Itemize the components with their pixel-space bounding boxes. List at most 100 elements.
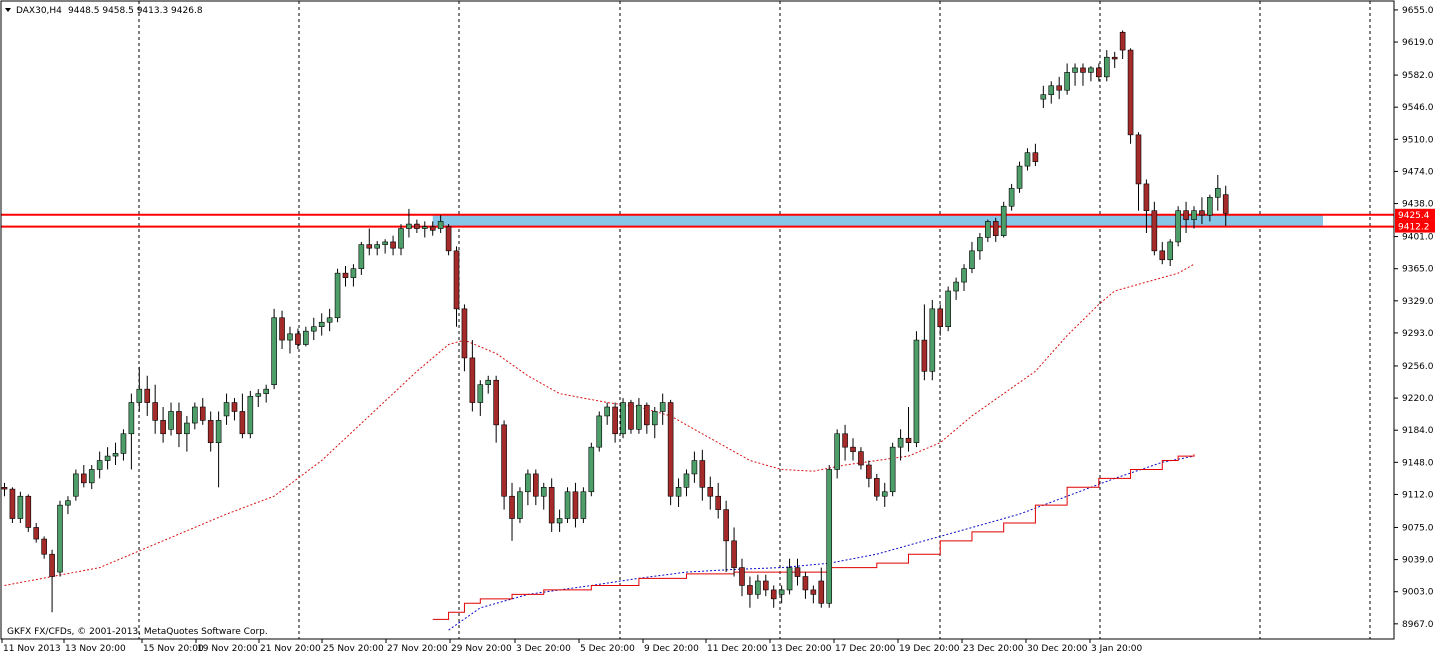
candle-body	[453, 250, 460, 310]
candle	[310, 317, 317, 341]
x-tick-label: 29 Nov 20:00	[451, 644, 512, 654]
candle-body	[572, 491, 579, 519]
candle	[406, 208, 412, 238]
candle	[802, 572, 809, 599]
candle	[295, 328, 301, 349]
candle-body	[905, 437, 912, 443]
candle-body	[326, 317, 333, 323]
candle-body	[628, 402, 634, 430]
y-tick-label: 9003.0	[1402, 588, 1434, 598]
candle-body	[128, 402, 135, 435]
candle-body	[318, 321, 325, 327]
candle	[897, 429, 904, 461]
candle	[501, 420, 507, 510]
candle-body	[691, 460, 698, 475]
candle-body	[96, 460, 103, 470]
candle-body	[239, 411, 246, 435]
candle-body	[1151, 210, 1158, 252]
candle-body	[533, 473, 539, 497]
y-tick-label: 9075.0	[1402, 523, 1434, 533]
candle	[786, 558, 793, 595]
candle-body	[192, 406, 198, 424]
candle	[628, 399, 634, 434]
x-tick-label: 9 Dec 20:00	[644, 644, 699, 654]
candle	[1111, 51, 1118, 68]
candle	[739, 558, 745, 597]
candle-body	[279, 317, 285, 341]
candle-body	[667, 402, 674, 497]
candle-body	[152, 402, 158, 421]
candle-body	[477, 384, 484, 403]
candle-body	[485, 379, 492, 385]
candle	[929, 299, 936, 381]
candle-body	[303, 330, 309, 345]
candle	[1159, 241, 1166, 265]
y-tick-label: 9220.0	[1402, 394, 1434, 404]
dropdown-triangle-icon[interactable]	[5, 8, 11, 12]
candle-body	[398, 228, 404, 249]
candle	[937, 304, 944, 336]
candle	[525, 469, 531, 506]
candle-body	[644, 404, 650, 426]
candle-body	[168, 411, 174, 430]
candle-body	[699, 460, 706, 488]
y-tick-label: 9401.0	[1402, 233, 1434, 243]
candle	[540, 482, 547, 510]
candle	[382, 239, 388, 254]
candle	[905, 407, 912, 452]
candle	[1119, 30, 1126, 59]
x-tick-label: 3 Jan 20:00	[1091, 644, 1143, 654]
candle	[1167, 239, 1174, 267]
candle	[255, 389, 262, 407]
candle-body	[850, 446, 856, 452]
candle-body	[985, 221, 991, 238]
candle	[1096, 63, 1102, 82]
candle-body	[9, 488, 16, 519]
candle	[366, 228, 373, 256]
chart-header[interactable]: DAX30,H4 9448.5 9458.5 9413.3 9426.8	[5, 6, 203, 16]
candle	[358, 241, 365, 275]
candle-body	[215, 420, 222, 443]
candle	[287, 326, 293, 354]
candle	[921, 304, 928, 381]
candle-body	[1088, 67, 1094, 73]
candle	[556, 509, 563, 532]
candle	[1056, 76, 1062, 100]
candle	[1064, 63, 1070, 95]
candle-body	[1111, 56, 1118, 60]
candle	[120, 429, 127, 461]
candle	[263, 384, 269, 403]
candle	[247, 390, 254, 439]
candle	[326, 308, 333, 332]
candle-body	[834, 433, 840, 470]
candle-body	[1207, 197, 1213, 216]
candle	[675, 478, 682, 507]
candle	[1000, 201, 1007, 238]
x-tick-label: 5 Dec 20:00	[580, 644, 635, 654]
candle	[548, 478, 555, 532]
candle-body	[1056, 85, 1062, 91]
candle-body	[1167, 241, 1174, 261]
candle	[453, 246, 460, 327]
x-tick-label: 30 Dec 20:00	[1027, 644, 1088, 654]
candle-body	[826, 469, 833, 604]
candle	[715, 482, 722, 519]
candle	[49, 549, 55, 613]
candle	[1191, 206, 1197, 229]
candle-body	[414, 223, 420, 229]
candle	[723, 500, 729, 573]
candle	[810, 585, 817, 604]
candle	[596, 411, 603, 452]
candle-body	[1096, 67, 1102, 78]
candle-body	[310, 326, 317, 332]
x-tick-label: 11 Nov 2013	[3, 644, 61, 654]
candle-body	[49, 553, 55, 577]
candle	[334, 268, 341, 323]
candle	[707, 476, 714, 510]
candle	[842, 424, 848, 461]
candle	[192, 402, 198, 430]
candle	[953, 277, 959, 300]
candle	[1175, 206, 1181, 247]
candle	[1127, 48, 1134, 144]
